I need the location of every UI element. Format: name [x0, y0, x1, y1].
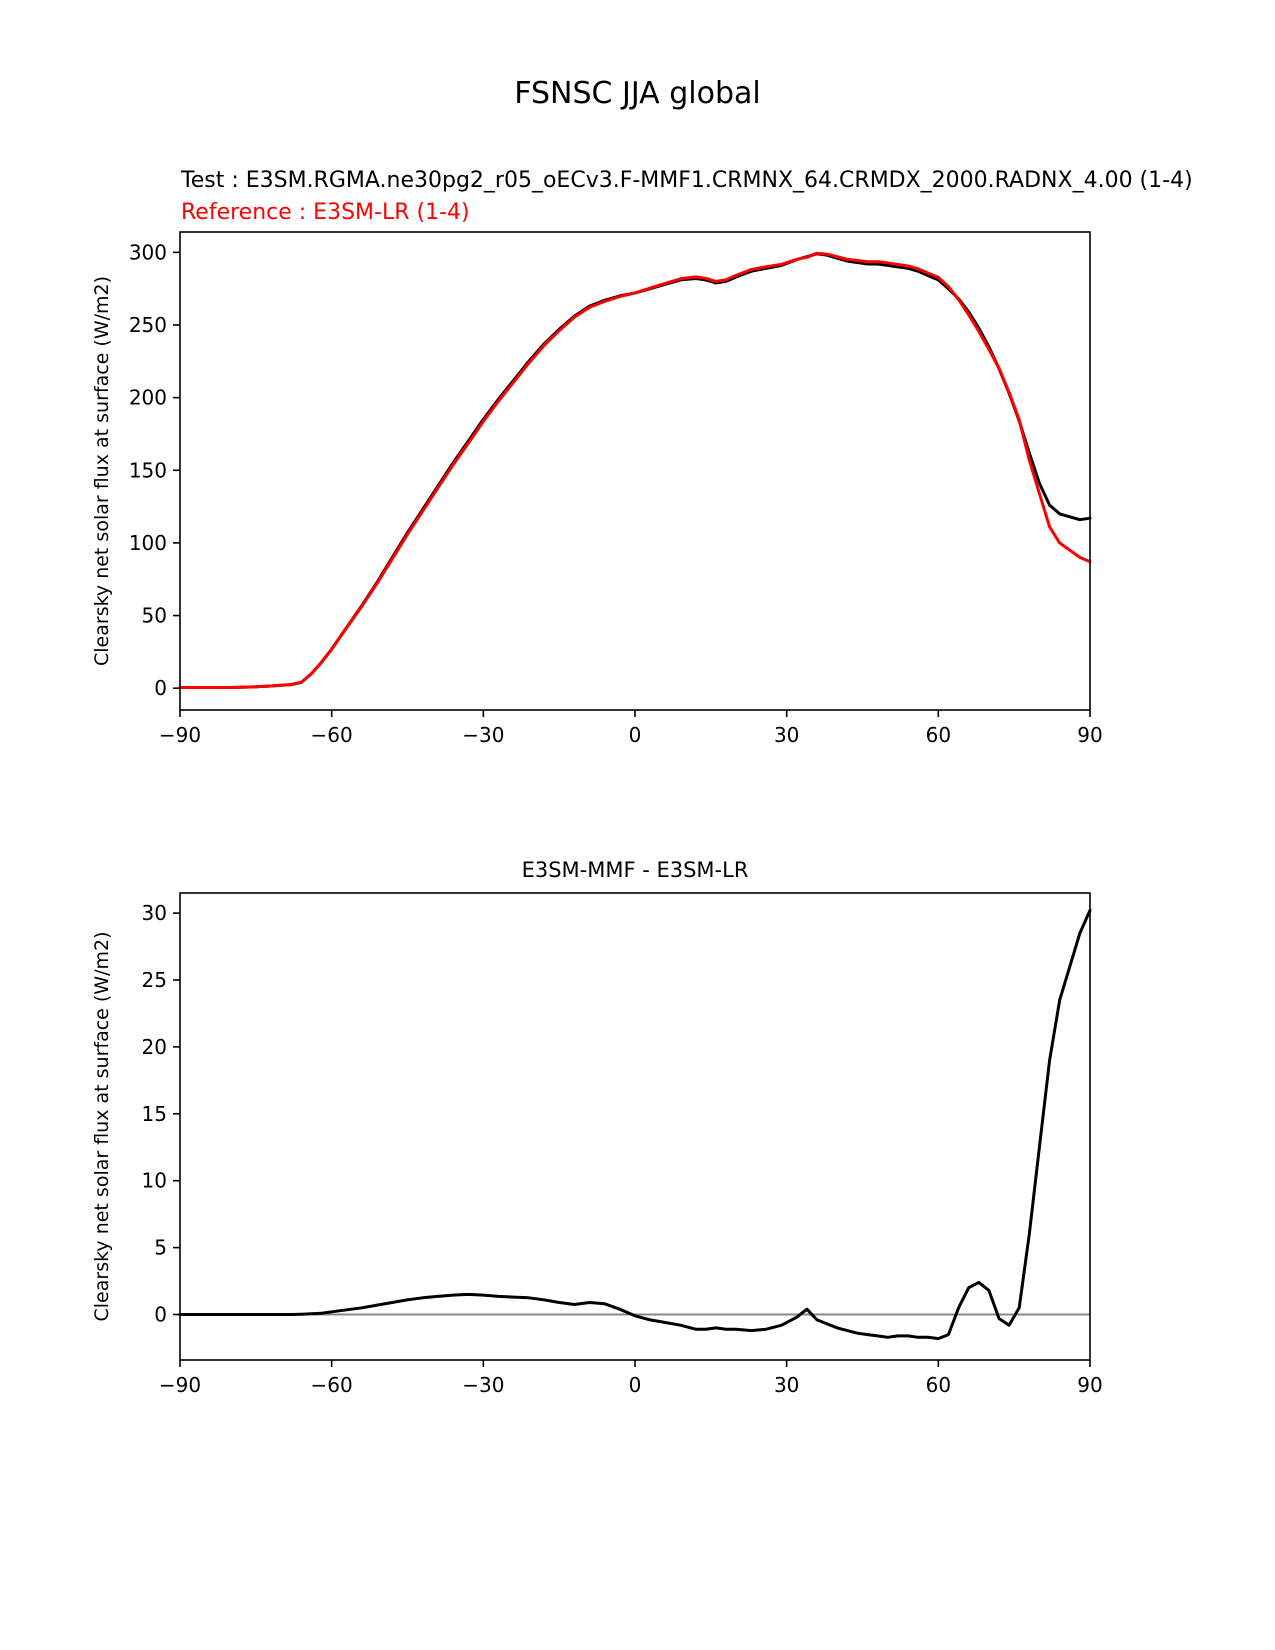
- plot-border: [179, 231, 1091, 711]
- x-tick-label: −60: [311, 1373, 353, 1397]
- x-tick-label: −30: [462, 723, 504, 747]
- reference-label: Reference : E3SM-LR (1-4): [181, 200, 470, 225]
- difference-chart: E3SM-MMF - E3SM-LR Clearsky net solar flu…: [91, 858, 1103, 1397]
- x-tick-label: 60: [926, 723, 951, 747]
- x-tick-label: 60: [926, 1373, 951, 1397]
- y-tick-label: 5: [154, 1236, 167, 1260]
- x-tick-label: 0: [629, 1373, 642, 1397]
- y-tick-label: 0: [154, 1303, 167, 1327]
- x-tick-label: −30: [462, 1373, 504, 1397]
- series-line-0: [178, 252, 1092, 689]
- clearsky-flux-chart: Clearsky net solar flux at surface (W/m2…: [91, 231, 1103, 747]
- y-tick-label: 250: [129, 313, 167, 337]
- y-tick-label: 15: [142, 1102, 167, 1126]
- y-tick-label: 300: [129, 240, 167, 264]
- y-tick-label: 150: [129, 458, 167, 482]
- series-line-0: [178, 908, 1092, 1341]
- x-tick-label: 30: [774, 1373, 799, 1397]
- x-tick-label: −60: [311, 723, 353, 747]
- x-tick-label: 30: [774, 723, 799, 747]
- series-line-1: [178, 251, 1092, 689]
- x-tick-label: 0: [629, 723, 642, 747]
- plot-border: [179, 892, 1091, 1361]
- y-tick-label: 0: [154, 676, 167, 700]
- y-tick-label: 50: [142, 604, 167, 628]
- y-tick-label: 200: [129, 386, 167, 410]
- y-axis-label: Clearsky net solar flux at surface (W/m2…: [91, 276, 113, 666]
- figure-title: FSNSC JJA global: [514, 76, 761, 111]
- test-label: Test : E3SM.RGMA.ne30pg2_r05_oECv3.F-MMF…: [181, 168, 1193, 193]
- y-tick-label: 20: [142, 1035, 167, 1059]
- x-tick-label: −90: [159, 1373, 201, 1397]
- subplot-title: E3SM-MMF - E3SM-LR: [522, 858, 749, 882]
- x-tick-label: −90: [159, 723, 201, 747]
- y-axis-label: Clearsky net solar flux at surface (W/m2…: [91, 931, 113, 1321]
- x-tick-label: 90: [1077, 1373, 1102, 1397]
- y-tick-label: 10: [142, 1169, 167, 1193]
- x-tick-label: 90: [1077, 723, 1102, 747]
- y-tick-label: 25: [142, 968, 167, 992]
- y-tick-label: 100: [129, 531, 167, 555]
- y-tick-label: 30: [142, 901, 167, 925]
